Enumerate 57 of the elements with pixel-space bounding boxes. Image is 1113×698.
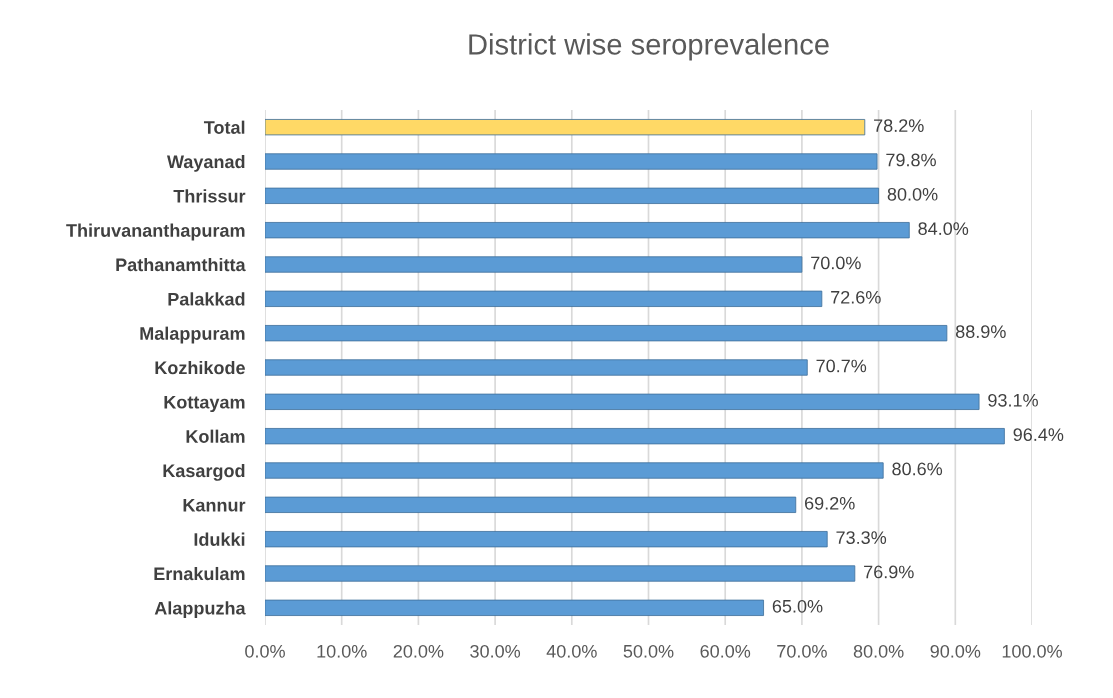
bar [265, 256, 803, 273]
y-tick-label: Wayanad [166, 154, 245, 172]
x-tick-label: 70.0% [777, 644, 827, 658]
bar [265, 599, 764, 616]
bar [265, 187, 880, 204]
y-tick-label: Total [203, 120, 245, 134]
x-tick-label: 80.0% [853, 644, 904, 658]
data-label: 96.4% [1013, 428, 1064, 442]
data-label: 80.6% [892, 462, 943, 476]
y-tick-label: Malappuram [140, 326, 245, 344]
data-label: 79.8% [886, 153, 936, 167]
y-tick-label: Alappuzha [154, 601, 246, 619]
x-tick-label: 100.0% [1002, 644, 1062, 658]
bar [265, 325, 948, 342]
data-label: 65.0% [772, 599, 823, 613]
y-tick-label: Idukki [194, 532, 245, 546]
y-tick-label: Kottayam [164, 395, 245, 413]
bar [265, 290, 823, 307]
x-tick-label: 0.0% [245, 644, 285, 658]
x-tick-label: 30.0% [470, 644, 521, 658]
data-label: 70.7% [816, 359, 867, 373]
y-tick-label: Kozhikode [155, 360, 245, 375]
data-label: 80.0% [887, 187, 938, 201]
bar [265, 359, 808, 376]
bar [265, 428, 1005, 445]
bar [265, 153, 878, 170]
chart-title: District wise seroprevalence [469, 33, 829, 61]
y-tick-label: Palakkad [168, 292, 245, 306]
data-label: 88.9% [955, 325, 1006, 339]
x-tick-label: 20.0% [393, 644, 444, 658]
x-tick-label: 90.0% [930, 644, 981, 658]
data-label: 69.2% [805, 496, 855, 510]
bar [265, 393, 980, 410]
bar [265, 119, 866, 136]
data-label: 73.3% [836, 531, 887, 545]
x-tick-label: 10.0% [317, 644, 367, 658]
data-label: 84.0% [918, 222, 969, 236]
data-label: 93.1% [988, 393, 1038, 407]
bar [265, 565, 856, 582]
y-tick-label: Ernakulam [154, 566, 245, 581]
data-label: 70.0% [811, 256, 861, 270]
bar [265, 531, 828, 548]
y-tick-label: Pathanamthitta [116, 257, 246, 272]
x-tick-label: 50.0% [623, 644, 674, 658]
data-label: 76.9% [864, 565, 914, 579]
x-tick-label: 60.0% [700, 644, 751, 658]
bar [265, 496, 797, 513]
x-tick-label: 40.0% [546, 644, 597, 658]
bar [265, 222, 910, 239]
y-tick-label: Thiruvananthapuram [66, 223, 245, 241]
y-tick-label: Thrissur [173, 189, 246, 203]
data-label: 72.6% [831, 290, 881, 304]
y-tick-label: Kollam [186, 429, 245, 443]
data-label: 78.2% [874, 119, 924, 133]
y-tick-label: Kannur [183, 498, 246, 512]
y-tick-label: Kasargod [163, 463, 245, 481]
bar [265, 462, 884, 479]
